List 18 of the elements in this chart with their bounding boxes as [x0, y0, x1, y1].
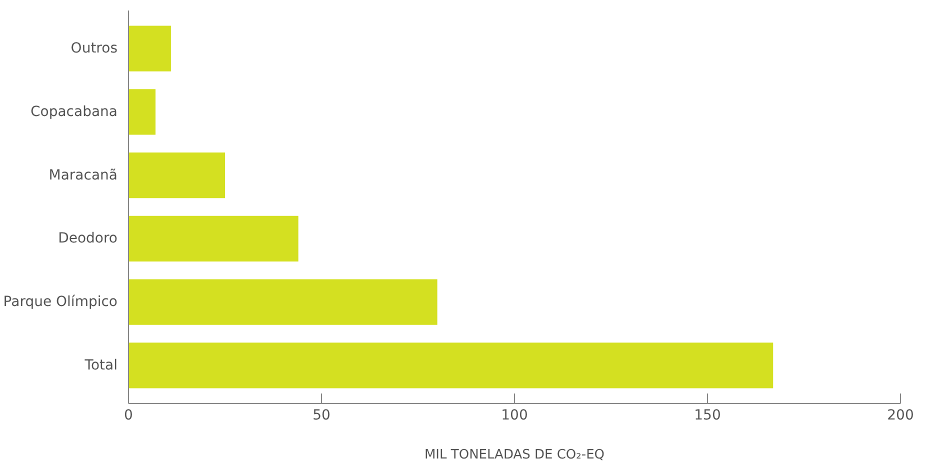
x-tick-label: 150 [694, 408, 721, 424]
y-tick-label: Copacabana [30, 104, 118, 120]
y-tick-label: Total [84, 357, 118, 374]
bar [128, 26, 171, 72]
x-tick-label: 200 [887, 408, 914, 424]
x-tick-label: 0 [124, 408, 133, 424]
bar [128, 216, 298, 262]
x-tick-label: 50 [312, 408, 330, 424]
bar [128, 89, 156, 135]
bar [128, 279, 438, 325]
bar [128, 152, 225, 198]
x-tick-label: 100 [501, 408, 528, 424]
bar [128, 342, 774, 388]
y-tick-label: Parque Olímpico [3, 294, 118, 310]
x-axis-title: MIL TONELADAS DE CO₂-EQ [424, 448, 605, 462]
y-tick-label: Outros [70, 40, 118, 57]
y-tick-label: Maracanã [48, 167, 118, 184]
y-tick-label: Deodoro [58, 230, 118, 247]
